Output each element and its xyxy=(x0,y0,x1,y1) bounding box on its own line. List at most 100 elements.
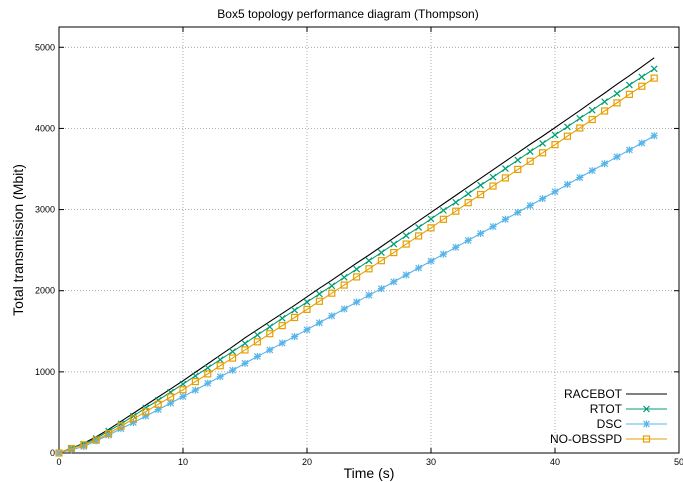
data-point-no-obsspd xyxy=(241,346,249,354)
data-point-no-obsspd xyxy=(80,441,88,449)
x-tick-label: 10 xyxy=(178,457,188,467)
x-tick-label: 40 xyxy=(550,457,560,467)
y-tick-label: 2000 xyxy=(35,286,55,296)
data-point-rtot xyxy=(315,290,323,298)
legend-item-racebot: RACEBOT xyxy=(564,387,667,401)
data-point-dsc xyxy=(625,146,633,154)
data-point-dsc xyxy=(303,326,311,334)
x-axis-label: Time (s) xyxy=(344,465,395,481)
data-point-rtot xyxy=(464,190,472,198)
grid xyxy=(59,27,679,453)
data-point-dsc xyxy=(191,386,199,394)
data-point-no-obsspd xyxy=(179,386,187,394)
data-point-no-obsspd xyxy=(129,415,137,423)
data-point-rtot xyxy=(154,396,162,404)
data-point-no-obsspd xyxy=(638,82,646,90)
legend-marker xyxy=(643,405,650,413)
data-point-dsc xyxy=(415,264,423,272)
data-point-dsc xyxy=(514,208,522,216)
data-point-dsc xyxy=(204,379,212,387)
plot-frame xyxy=(58,26,680,454)
data-point-rtot xyxy=(377,249,385,257)
data-point-dsc xyxy=(601,160,609,168)
data-point-dsc xyxy=(427,257,435,265)
x-tick-label: 20 xyxy=(302,457,312,467)
data-point-rtot xyxy=(452,198,460,206)
data-point-no-obsspd xyxy=(154,400,162,408)
data-point-dsc xyxy=(650,132,658,140)
series-dsc xyxy=(55,132,658,457)
data-point-no-obsspd xyxy=(191,377,199,386)
data-point-dsc xyxy=(563,180,571,188)
data-point-no-obsspd xyxy=(551,141,559,149)
data-point-dsc xyxy=(588,167,596,175)
data-point-no-obsspd xyxy=(464,199,472,207)
data-point-dsc xyxy=(638,139,646,147)
data-point-dsc xyxy=(167,399,175,407)
legend-label: RACEBOT xyxy=(564,387,623,401)
data-point-no-obsspd xyxy=(142,408,150,416)
data-point-no-obsspd xyxy=(390,248,398,257)
data-point-dsc xyxy=(365,291,373,299)
data-point-dsc xyxy=(539,195,547,203)
data-point-dsc xyxy=(291,333,299,341)
data-point-dsc xyxy=(464,236,472,244)
legend-item-rtot: RTOT xyxy=(590,402,667,416)
data-point-rtot xyxy=(179,380,187,388)
data-point-rtot xyxy=(253,331,261,339)
data-point-rtot xyxy=(291,306,299,314)
data-point-rtot xyxy=(514,156,522,164)
data-point-no-obsspd xyxy=(315,297,323,305)
x-tick-label: 0 xyxy=(56,457,61,467)
data-point-rtot xyxy=(526,148,534,155)
series-line-no-obsspd xyxy=(58,77,655,454)
x-tick-label: 30 xyxy=(426,457,436,467)
data-point-no-obsspd xyxy=(402,240,410,248)
data-point-dsc xyxy=(241,359,249,367)
data-point-dsc xyxy=(353,298,361,306)
data-point-no-obsspd xyxy=(229,354,237,362)
chart-title: Box5 topology performance diagram (Thomp… xyxy=(217,7,478,21)
data-point-rtot xyxy=(191,372,199,380)
data-point-no-obsspd xyxy=(291,313,299,322)
data-point-rtot xyxy=(638,73,646,81)
data-point-dsc xyxy=(489,223,497,231)
data-point-dsc xyxy=(253,352,261,360)
data-point-rtot xyxy=(477,181,485,189)
data-point-no-obsspd xyxy=(204,370,212,378)
legend-marker xyxy=(642,435,651,443)
data-point-no-obsspd xyxy=(377,257,385,265)
data-point-rtot xyxy=(427,215,435,223)
data-point-no-obsspd xyxy=(266,330,274,338)
data-point-no-obsspd xyxy=(365,265,373,273)
data-point-no-obsspd xyxy=(452,207,460,215)
data-point-rtot xyxy=(601,98,609,106)
series-line-racebot xyxy=(58,57,655,454)
data-point-dsc xyxy=(402,271,410,279)
data-point-no-obsspd xyxy=(613,99,621,107)
data-point-rtot xyxy=(439,206,447,214)
data-point-rtot xyxy=(340,273,348,281)
data-point-no-obsspd xyxy=(415,232,423,240)
data-point-no-obsspd xyxy=(439,215,447,223)
data-point-dsc xyxy=(501,215,509,223)
data-point-dsc xyxy=(278,339,286,347)
data-point-no-obsspd xyxy=(167,393,175,401)
data-point-rtot xyxy=(588,106,596,114)
data-point-dsc xyxy=(216,373,224,381)
data-point-dsc xyxy=(390,278,398,286)
data-point-rtot xyxy=(328,282,336,290)
data-point-dsc xyxy=(613,153,621,161)
data-point-rtot xyxy=(278,314,286,322)
data-point-no-obsspd xyxy=(427,224,435,232)
data-point-dsc xyxy=(340,305,348,313)
data-point-no-obsspd xyxy=(501,174,509,182)
data-point-no-obsspd xyxy=(328,289,336,297)
data-point-dsc xyxy=(377,285,385,293)
legend-marker xyxy=(643,420,650,428)
data-point-dsc xyxy=(179,393,187,401)
data-point-no-obsspd xyxy=(489,182,497,190)
data-point-rtot xyxy=(266,323,274,331)
